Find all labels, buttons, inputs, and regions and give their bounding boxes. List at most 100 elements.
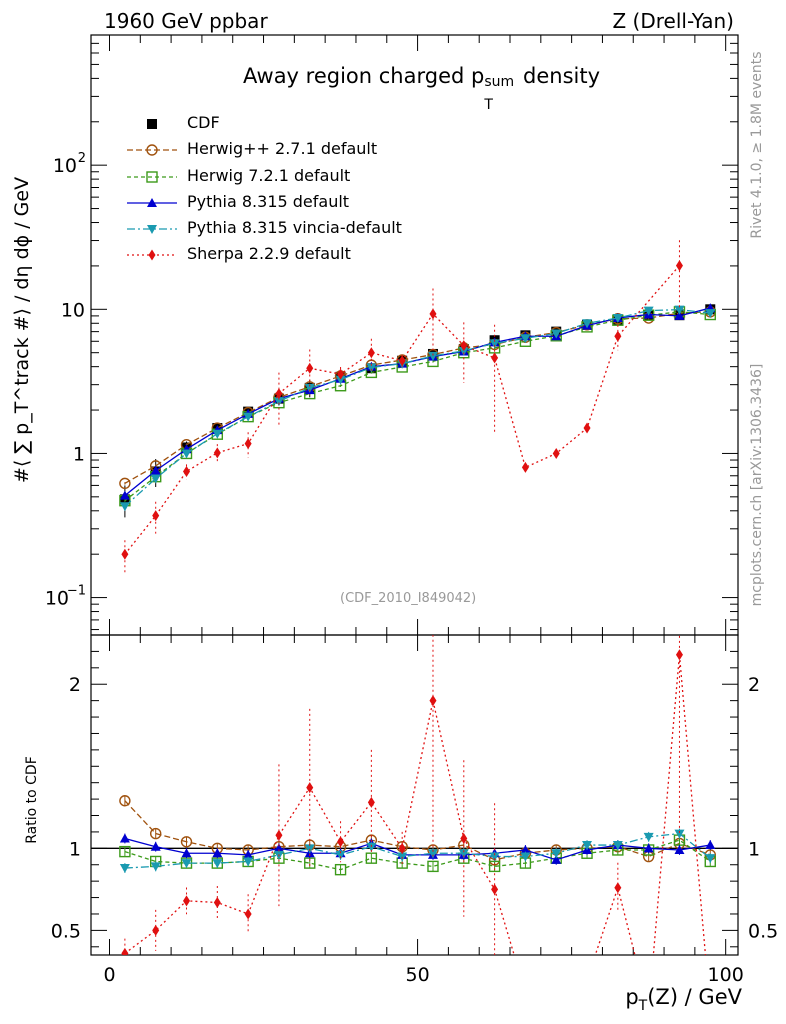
data-point-sherpa — [213, 447, 221, 459]
ratio-point-herwig7 — [365, 852, 378, 864]
data-point-vincia — [119, 502, 130, 512]
legend-marker-herwig7 — [146, 171, 158, 183]
data-point-sherpa — [183, 465, 191, 477]
series-line-pythia — [124, 307, 711, 497]
data-point-herwigpp — [119, 477, 131, 490]
data-point-vincia — [427, 351, 438, 361]
series-cdf — [119, 304, 716, 518]
ratio-line-sherpa — [124, 654, 707, 955]
data-point-sherpa — [614, 330, 622, 342]
ratio-point-pythia — [674, 844, 685, 854]
ratio-point-vincia — [150, 862, 161, 872]
data-point-vincia — [273, 397, 284, 407]
ratio-point-pythia — [119, 833, 130, 843]
data-point-vincia — [489, 339, 500, 349]
ratio-point-sherpa — [183, 895, 191, 907]
data-point-pythia — [119, 490, 130, 500]
ratio-frame — [90, 634, 739, 956]
legend-label-cdf: CDF — [187, 113, 220, 132]
ratio-point-sherpa — [398, 842, 406, 854]
ratio-y-tick-label-right: 1 — [748, 838, 760, 860]
ratio-point-herwigpp — [149, 827, 162, 840]
ratio-point-herwigpp — [180, 836, 193, 848]
ratio-point-herwig7 — [119, 845, 131, 858]
legend-label-herwigpp: Herwig++ 2.7.1 default — [187, 139, 378, 158]
series-line-herwigpp — [124, 311, 711, 484]
ratio-point-sherpa — [121, 947, 129, 955]
x-tick-label: 100 — [708, 964, 744, 986]
y-tick-exponent: 2 — [78, 151, 86, 166]
ratio-point-vincia — [582, 841, 593, 851]
ratio-point-pythia — [243, 849, 254, 859]
data-point-sherpa — [275, 388, 283, 400]
ratio-panel: 0.5 0.5 1 1 2 2 0 50 100 — [51, 634, 778, 986]
main-series — [119, 240, 716, 573]
ratio-point-vincia — [181, 859, 192, 869]
legend-label-pythia: Pythia 8.315 default — [187, 192, 350, 211]
legend — [127, 119, 177, 261]
legend-marker-cdf — [147, 119, 157, 129]
ratio-point-pythia — [150, 841, 161, 851]
y-tick-label: 1 — [73, 443, 85, 465]
ratio-point-pythia — [181, 848, 192, 858]
ratio-point-herwig7 — [427, 860, 439, 873]
ratio-point-vincia — [212, 859, 223, 869]
ratio-axis-ticks: 0.5 0.5 1 1 2 2 0 50 100 — [51, 635, 778, 986]
ratio-point-sherpa — [367, 796, 375, 808]
ratio-y-tick-label: 1 — [69, 838, 81, 860]
data-point-sherpa — [337, 368, 345, 380]
chart-title-post: density — [516, 64, 600, 88]
main-y-axis-label: #⟨ ∑ p_T^track #⟩ / dη dϕ / GeV — [11, 176, 33, 484]
data-point-sherpa — [491, 352, 499, 364]
ratio-y-tick-label-right: 2 — [748, 674, 760, 696]
data-point-sherpa — [552, 447, 560, 459]
x-axis-label: pT(Z) / GeV — [625, 985, 742, 1014]
ratio-y-tick-label: 2 — [69, 674, 81, 696]
series-herwig7 — [119, 306, 716, 507]
ratio-point-sherpa — [614, 882, 622, 894]
chart-title: Away region charged p sum T density — [243, 64, 600, 113]
data-point-vincia — [243, 412, 254, 422]
ratio-point-vincia — [427, 849, 438, 859]
ratio-line-pythia — [124, 837, 711, 861]
analysis-id: (CDF_2010_I849042) — [340, 591, 477, 606]
data-point-vincia — [181, 449, 192, 459]
ratio-point-sherpa — [152, 924, 160, 936]
data-point-sherpa — [152, 510, 160, 522]
ratio-point-pythia — [551, 854, 562, 864]
ratio-point-sherpa — [213, 896, 221, 908]
data-point-vincia — [551, 329, 562, 339]
ratio-point-sherpa — [460, 832, 468, 844]
series-line-sherpa — [124, 265, 680, 555]
legend-label-sherpa: Sherpa 2.2.9 default — [187, 244, 351, 263]
x-tick-label: 50 — [405, 964, 429, 986]
data-point-vincia — [674, 305, 685, 315]
ratio-point-vincia — [489, 852, 500, 862]
ratio-point-vincia — [304, 844, 315, 854]
series-vincia — [119, 305, 716, 512]
data-point-sherpa — [244, 438, 252, 450]
x-axis-label-post: (Z) / GeV — [647, 985, 742, 1009]
x-axis-label-pre: p — [625, 985, 639, 1009]
series-line-vincia — [124, 308, 711, 507]
ratio-point-pythia — [273, 843, 284, 853]
data-point-sherpa — [121, 548, 129, 560]
ratio-point-sherpa — [491, 883, 499, 895]
ratio-point-vincia — [643, 832, 654, 842]
data-point-pythia — [674, 310, 685, 320]
rivet-label: Rivet 4.1.0, ≥ 1.8M events — [749, 51, 765, 239]
data-point-vincia — [612, 314, 623, 324]
ratio-point-sherpa — [244, 908, 252, 920]
ratio-point-vincia — [612, 841, 623, 851]
ratio-point-sherpa — [275, 829, 283, 841]
ratio-point-vincia — [674, 829, 685, 839]
ratio-point-herwigpp — [119, 795, 131, 807]
ratio-point-vincia — [520, 852, 531, 862]
legend-marker-vincia — [147, 225, 157, 234]
ratio-point-vincia — [119, 864, 130, 874]
mcplots-label: mcplots.cern.ch [arXiv:1306.3436] — [749, 363, 765, 607]
ratio-line-vincia — [124, 832, 711, 869]
ratio-y-tick-label: 0.5 — [51, 920, 81, 942]
